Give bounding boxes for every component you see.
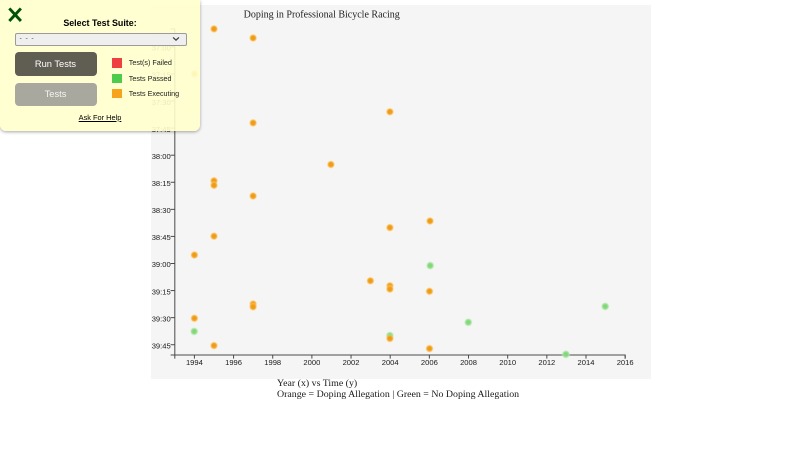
svg-text:38:00: 38:00 [152, 152, 171, 161]
svg-text:1998: 1998 [264, 358, 281, 367]
svg-text:2002: 2002 [343, 358, 360, 367]
svg-text:39:15: 39:15 [152, 287, 171, 296]
svg-text:39:00: 39:00 [152, 260, 171, 269]
svg-text:2014: 2014 [578, 358, 595, 367]
svg-text:39:45: 39:45 [152, 341, 171, 350]
svg-text:2012: 2012 [538, 358, 555, 367]
svg-text:38:15: 38:15 [152, 179, 171, 188]
svg-text:1996: 1996 [225, 358, 242, 367]
svg-text:2004: 2004 [382, 358, 399, 367]
svg-text:38:45: 38:45 [152, 233, 171, 242]
svg-text:39:30: 39:30 [152, 314, 171, 323]
svg-text:1994: 1994 [186, 358, 203, 367]
svg-text:2000: 2000 [303, 358, 320, 367]
svg-text:2008: 2008 [460, 358, 477, 367]
svg-text:2016: 2016 [617, 358, 634, 367]
svg-text:38:30: 38:30 [152, 206, 171, 215]
svg-text:Doping in Professional Bicycle: Doping in Professional Bicycle Racing [244, 9, 400, 20]
svg-text:2010: 2010 [499, 358, 516, 367]
svg-text:2006: 2006 [421, 358, 438, 367]
